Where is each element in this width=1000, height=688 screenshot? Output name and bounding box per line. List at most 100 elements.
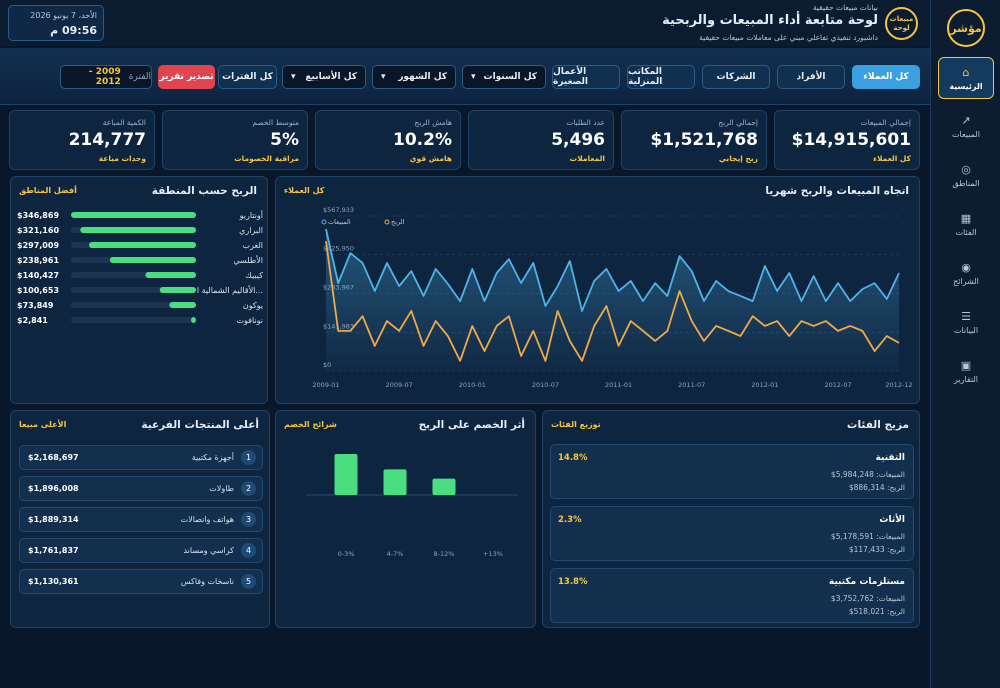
segment-button[interactable]: كل العملاء	[852, 65, 920, 89]
profit-value: 117,433$	[848, 545, 885, 554]
product-name: ناسخات وفاكس	[180, 577, 234, 586]
product-value: $1,896,008	[28, 484, 79, 493]
category-card: 2.3% الأثاث المبيعات: 5,178,591$ الربح: 117…	[550, 506, 914, 561]
bar	[334, 454, 358, 495]
x-tick-label: 2010-07	[532, 381, 559, 389]
kpi-label: الكمية المباعة	[102, 118, 146, 127]
nav-item[interactable]: ◉ الشرائح	[938, 253, 994, 295]
dropdown-arrow: ▾	[291, 72, 296, 82]
legend-swatch	[384, 219, 390, 225]
time: 09:56 م	[50, 24, 97, 37]
kpi-note: ربح إيجابي	[718, 154, 758, 163]
nav-icon: ▦	[960, 212, 972, 225]
panel-tag: توزيع الفئات	[551, 420, 601, 429]
region-label: كيبيك	[245, 271, 263, 280]
x-tick-label: 0-3%	[338, 550, 355, 558]
category-name: مستلزمات مكتبية	[828, 577, 905, 587]
profit-label: الربح:	[887, 607, 905, 616]
category-card: 13.8% مستلزمات مكتبية المبيعات: 3,752,762$…	[550, 568, 914, 623]
panel-title: أثر الخصم على الربح	[418, 419, 525, 431]
category-name: التقنية	[875, 453, 905, 463]
nav-label: المبيعات	[952, 130, 980, 139]
kpi-value: $1,521,768	[650, 130, 758, 150]
period-label: الفترة	[128, 72, 151, 82]
region-label: أونتاريو	[239, 210, 263, 220]
nav-item[interactable]: ◎ المناطق	[938, 155, 994, 197]
kpi-note: هامش قوي	[409, 154, 452, 163]
product-name: طاولات	[209, 484, 234, 493]
x-tick-label: 2012-12	[885, 381, 912, 389]
bar	[71, 212, 196, 218]
panel-tag: شرائح الخصم	[284, 420, 337, 429]
bar	[88, 242, 196, 248]
subtitle: داشبورد تنفيذي تفاعلي مبني على معاملات م…	[699, 33, 878, 42]
product-row: $2,168,697 أجهزة مكتبية 1	[19, 445, 263, 470]
logo[interactable]: مؤشر	[947, 9, 985, 47]
x-tick-label: +13%	[483, 550, 503, 558]
x-tick-label: 2012-01	[751, 381, 778, 389]
segment-button[interactable]: الأعمال الصغيرة	[552, 65, 620, 89]
region-chart: $346,869 أونتاريو $321,160 البراري $297,009 ا…	[17, 210, 263, 325]
dropdown[interactable]: كل الأسابيع ▾	[282, 65, 366, 89]
category-margin: 2.3%	[558, 515, 582, 525]
nav-item[interactable]: ↗ المبيعات	[938, 106, 994, 148]
product-row: $1,761,837 كراسي ومساند 4	[19, 538, 263, 563]
sales-value: 3,752,762$	[830, 594, 874, 603]
nav-item[interactable]: ▦ الفئات	[938, 204, 994, 246]
trend-panel: اتجاه المبيعات والربح شهريا كل العملاء $…	[275, 176, 920, 404]
sales-label: المبيعات:	[876, 532, 905, 541]
header: الأحد، 7 يونيو 2026 09:56 م مبيعات لوحة …	[0, 0, 930, 46]
kpi-label: إجمالي الربح	[718, 118, 758, 127]
bar	[109, 257, 196, 263]
nav-item[interactable]: ▣ التقارير	[938, 351, 994, 393]
products-panel: أعلى المنتجات الفرعية الأعلى مبيعا $2,16…	[10, 410, 270, 628]
title: لوحة متابعة أداء المبيعات والربحية	[662, 13, 878, 28]
product-rank: 1	[241, 450, 256, 465]
badge: مبيعات لوحة	[885, 7, 918, 40]
trend-chart: $0$141,983$283,967$425,950$567,9332009-0…	[312, 206, 912, 389]
region-label: الأقاليم الشمالية ا...	[197, 285, 263, 295]
dropdown[interactable]: كل السنوات ▾	[462, 65, 546, 89]
profit-label: الربح:	[887, 483, 905, 492]
nav-label: الفئات	[955, 228, 977, 237]
product-name: أجهزة مكتبية	[191, 453, 234, 462]
x-tick-label: 2009-01	[312, 381, 339, 389]
nav-icon: ↗	[961, 114, 971, 127]
line	[325, 240, 900, 362]
segment-button[interactable]: الشركات	[702, 65, 770, 89]
kpi-card: متوسط الخصم 5% مراقبة الخصومات	[162, 110, 308, 170]
panel-title: اتجاه المبيعات والربح شهريا	[765, 185, 909, 197]
region-value: $346,869	[17, 211, 59, 220]
segment-button[interactable]: الأفراد	[777, 65, 845, 89]
dropdown[interactable]: كل الشهور ▾	[372, 65, 456, 89]
bar	[169, 302, 196, 308]
kpi-label: هامش الربح	[414, 118, 452, 127]
product-value: $1,761,837	[28, 546, 79, 555]
export-button[interactable]: تصدير تقرير	[158, 65, 215, 89]
nav-item[interactable]: ⌂ الرئيسية	[938, 57, 994, 99]
panel-title: مزيج الفئات	[846, 419, 909, 431]
all-periods-button[interactable]: كل الفترات	[218, 65, 277, 89]
bar-track	[71, 302, 196, 308]
region-value: $297,009	[17, 241, 59, 250]
badge-top: مبيعات	[889, 15, 914, 24]
nav-icon: ◎	[961, 163, 971, 176]
product-value: $2,168,697	[28, 453, 79, 462]
x-tick-label: 2011-07	[678, 381, 705, 389]
sales-label: المبيعات:	[876, 594, 905, 603]
legend-label: المبيعات	[328, 218, 351, 226]
product-value: $1,889,314	[28, 515, 79, 524]
date: الأحد، 7 يونيو 2026	[30, 11, 97, 20]
bar	[432, 478, 456, 495]
segment-button[interactable]: المكاتب المنزلية	[627, 65, 695, 89]
nav-item[interactable]: ☰ البيانات	[938, 302, 994, 344]
category-sales: المبيعات: 5,178,591$	[831, 532, 905, 541]
product-name: هواتف واتصالات	[180, 515, 234, 524]
dropdown-label: كل الشهور	[398, 72, 447, 82]
region-value: $140,427	[17, 271, 59, 280]
kpi-card: الكمية المباعة 214,777 وحدات مباعة	[9, 110, 155, 170]
period-value: 2009 - 2012	[88, 67, 121, 87]
bar	[383, 469, 407, 495]
bar	[191, 317, 196, 323]
